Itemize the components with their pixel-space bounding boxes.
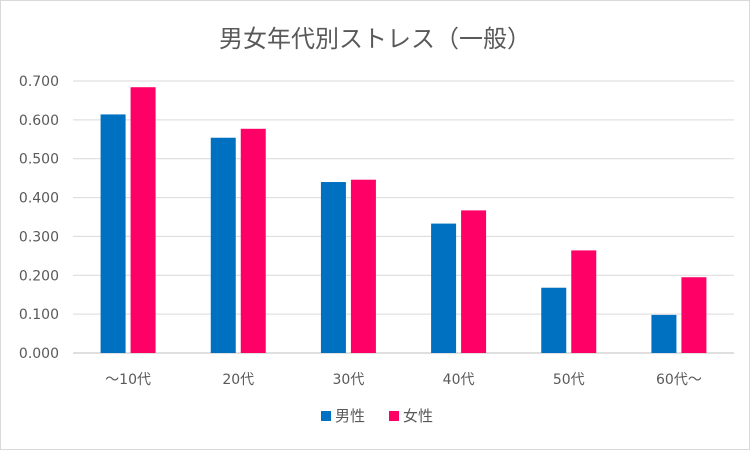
y-tick-label: 0.500: [19, 152, 59, 168]
bar-male: [320, 182, 346, 353]
y-tick-label: 0.700: [19, 74, 59, 90]
x-tick-label: 60代～: [656, 372, 702, 388]
y-tick-label: 0.300: [19, 229, 59, 245]
x-tick-label: 50代: [553, 372, 585, 388]
y-tick-label: 0.000: [19, 346, 59, 362]
bar-female: [240, 128, 266, 353]
legend-label-female: 女性: [403, 407, 433, 425]
bar-male: [651, 314, 677, 353]
bar-female: [571, 250, 597, 353]
legend-swatch-male: [321, 411, 331, 421]
bar-male: [431, 223, 457, 353]
x-tick-label: ～10代: [105, 372, 151, 388]
chart-title: 男女年代別ストレス（一般）: [219, 25, 531, 53]
legend-label-male: 男性: [335, 407, 365, 425]
x-tick-label: 40代: [443, 372, 475, 388]
x-tick-label: 30代: [333, 372, 365, 388]
y-tick-label: 0.400: [19, 191, 59, 207]
legend-swatch-female: [389, 411, 399, 421]
x-tick-label: 20代: [222, 372, 254, 388]
bar-female: [461, 210, 487, 353]
bar-male: [541, 287, 567, 353]
bar-female: [350, 179, 376, 353]
y-tick-label: 0.100: [19, 307, 59, 323]
y-tick-label: 0.200: [19, 268, 59, 284]
bar-female: [681, 277, 707, 353]
y-tick-label: 0.600: [19, 113, 59, 129]
bar-male: [100, 114, 126, 353]
bar-male: [210, 137, 236, 353]
bar-female: [130, 87, 156, 354]
